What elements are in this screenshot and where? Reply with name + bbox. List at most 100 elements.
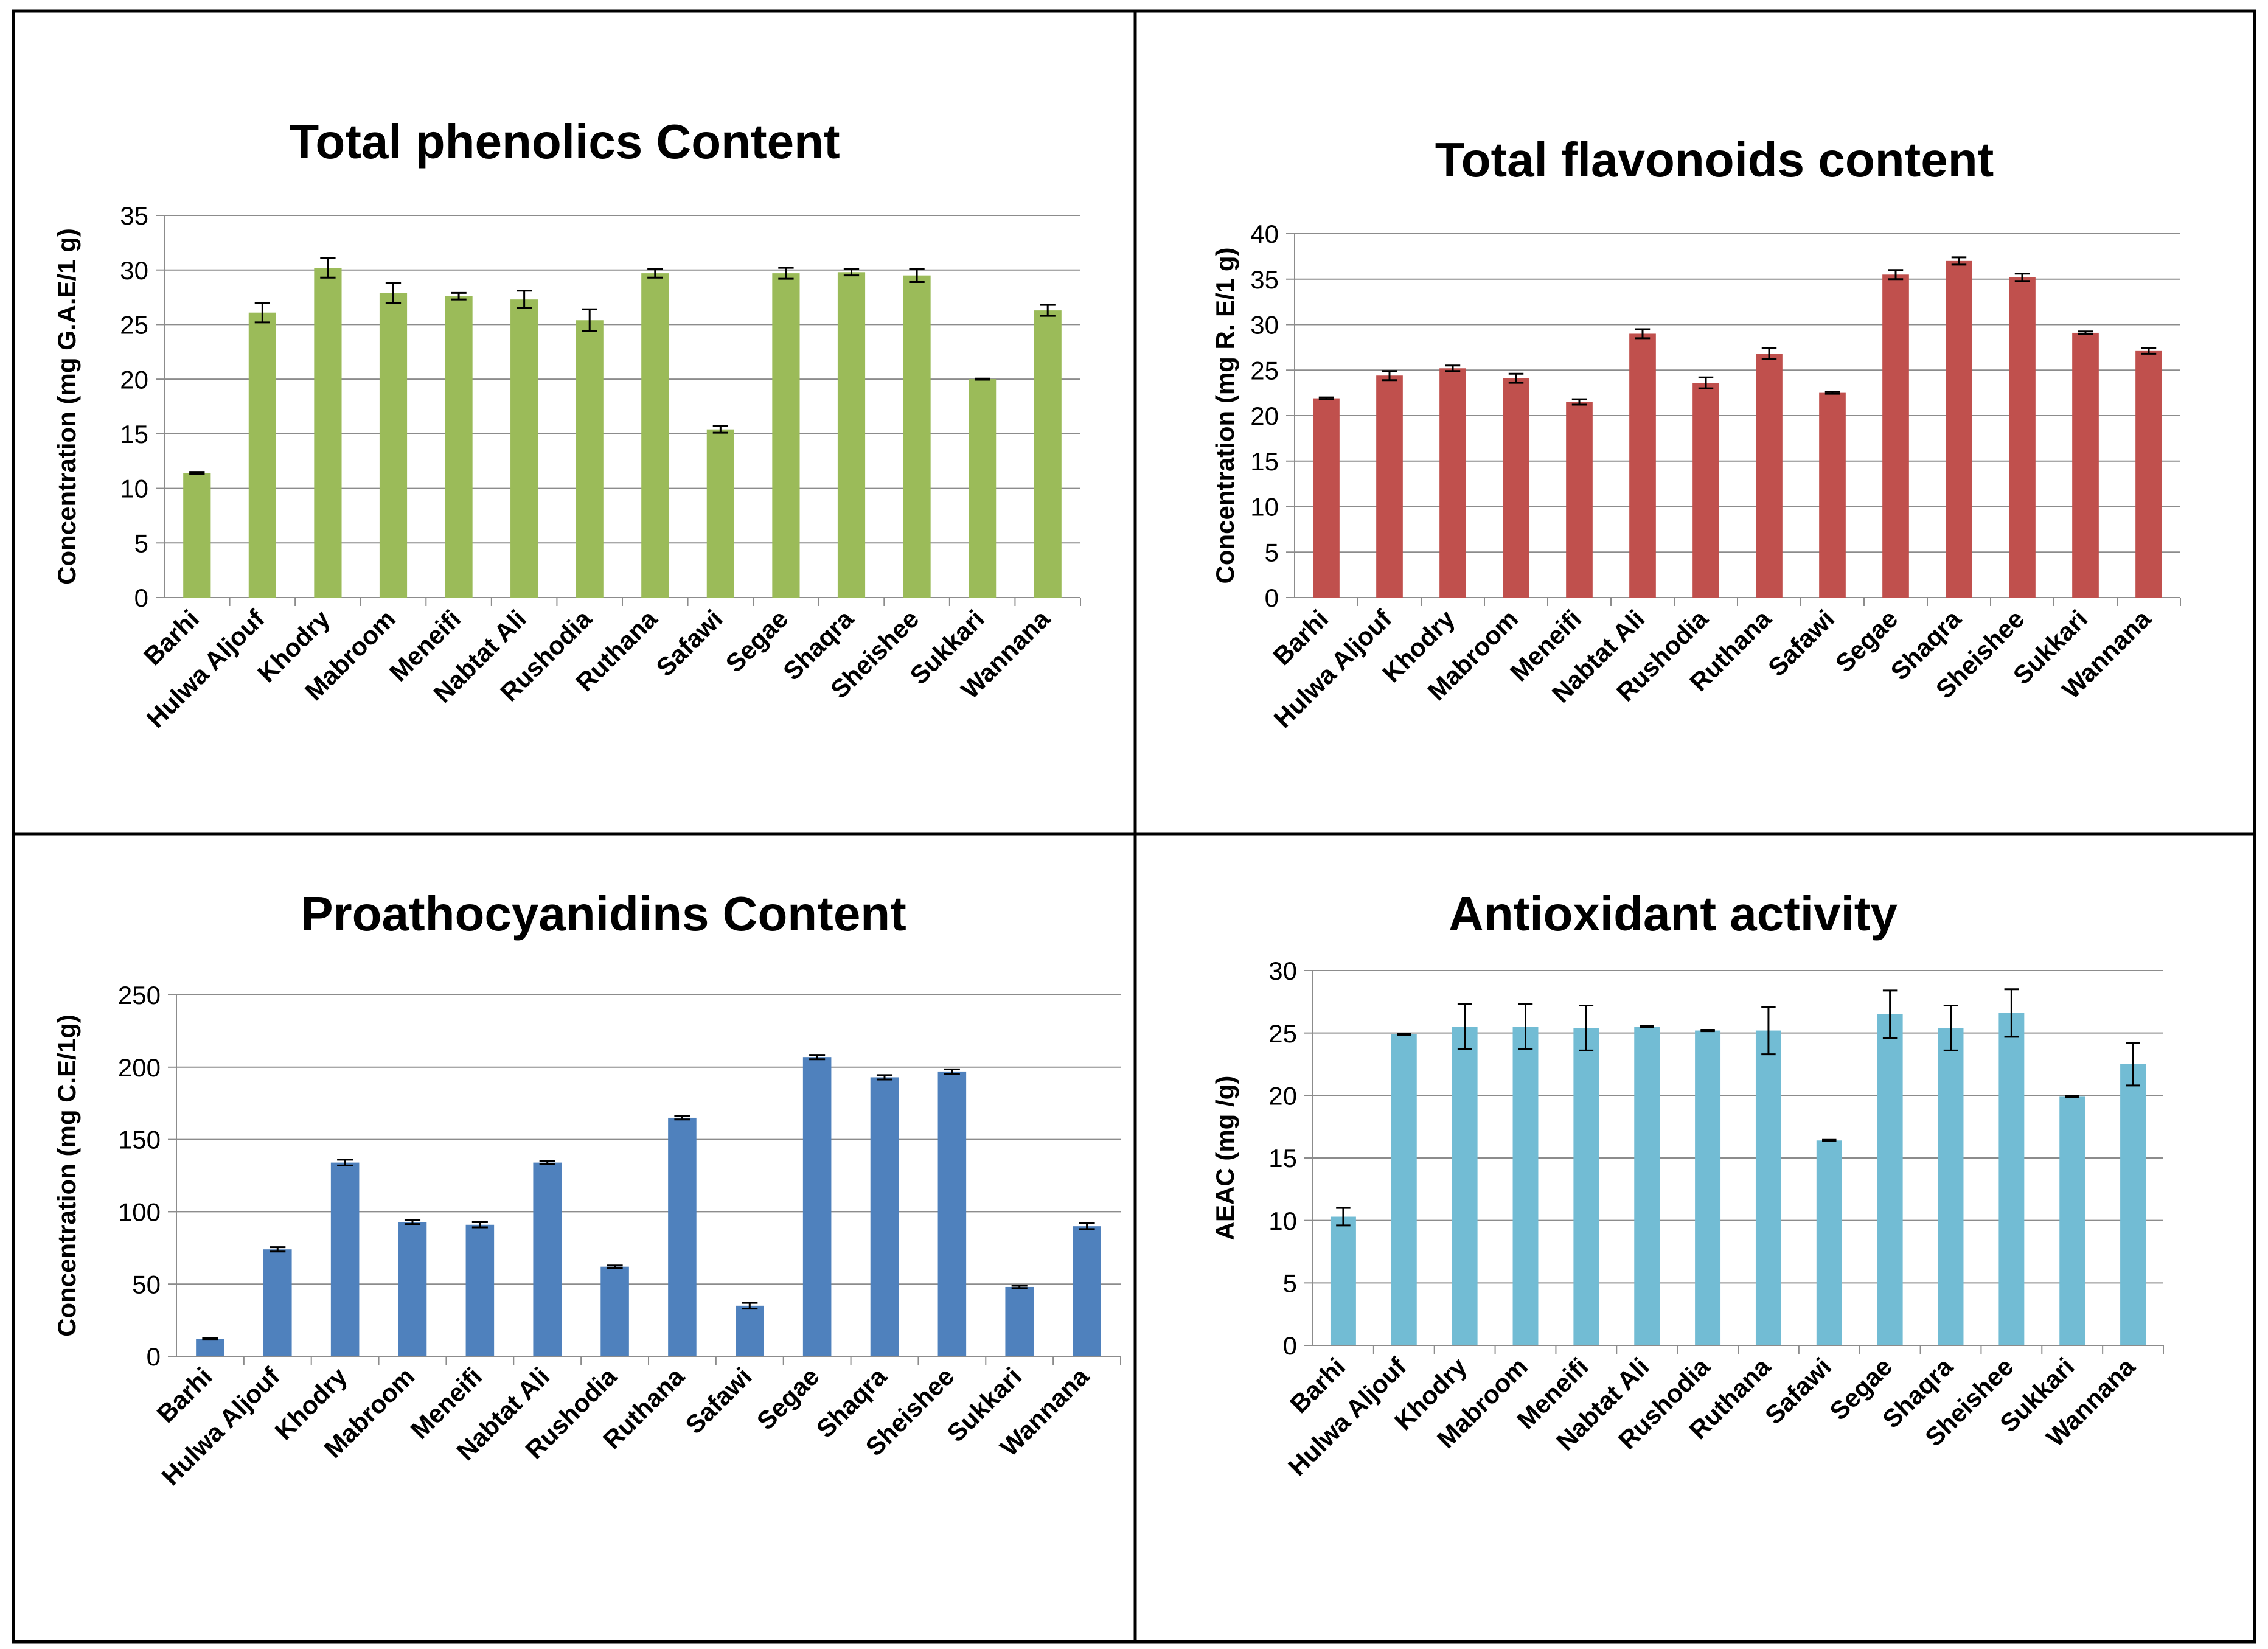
error-bar-wannana [1079,1222,1095,1230]
bar-meneifi [445,296,473,598]
error-bar-mabroom [1508,372,1524,384]
y-tick-label: 30 [1250,311,1279,340]
error-bar-nabtat-ali [1640,1025,1654,1028]
bar-series [183,268,1062,598]
bar-sheishee [937,1071,967,1356]
bar-hulwa-aljouf [263,1249,292,1356]
error-bar-barhi [1318,396,1334,400]
bar-hulwa-aljouf [248,312,276,598]
error-bar-ruthana [1761,347,1777,360]
bar-meneifi [465,1224,495,1356]
chart-title: Total flavonoids content [1435,133,1994,187]
bar-khodry [330,1162,360,1356]
chart-panel-antioxidant: Antioxidant activity 0 5 10 15 20 25 30 AEAC (mg… [1136,835,2253,1640]
error-bar-wannana [2141,347,2157,355]
bar-mabroom [1503,378,1529,598]
y-axis-label: AEAC (mg /g) [1211,1076,1239,1241]
bar-barhi [1313,398,1340,598]
bar-barhi [183,473,211,598]
x-tick-label: Hulwa Aljouf [156,1361,286,1491]
chart-panel-proanthocyanidins: Proathocyanidins Content 0 50 100 150 200 250 C… [15,835,1134,1640]
bar-mabroom [398,1222,427,1356]
y-axis-label: Concentration (mg R. E/1 g) [1211,247,1239,584]
bar-mabroom [1512,1027,1539,1345]
bar-shaqra [1938,1028,1964,1345]
bar-rushodia [576,320,604,598]
y-tick-label: 35 [1250,265,1279,294]
bar-nabtat-ali [533,1162,562,1356]
error-bar-safawi [1824,391,1840,395]
error-bar-segae [809,1054,826,1061]
y-tick-label: 15 [1268,1144,1297,1173]
error-bar-rushodia [582,308,597,332]
error-bar-shaqra [1943,1004,1958,1051]
y-tick-label: 20 [120,365,148,394]
bar-ruthana [1755,1030,1781,1345]
y-tick-label: 10 [1250,493,1279,521]
error-bar-ruthana [674,1115,690,1121]
y-tick-label: 5 [1265,538,1279,567]
bar-rushodia [600,1266,629,1356]
bar-wannana [1073,1226,1101,1356]
error-bar-safawi [712,425,729,434]
bar-nabtat-ali [1629,333,1656,598]
bar-safawi [736,1305,764,1356]
error-bar-meneifi [1571,398,1587,406]
y-tick-label: 35 [120,201,148,230]
chart-svg: Antioxidant activity 0 5 10 15 20 25 30 AEAC (mg… [1211,887,2164,1481]
chart-svg: Total flavonoids content 0 5 10 15 20 25 30 35 40… [1211,133,2181,733]
y-tick-label: 30 [1268,957,1297,985]
bar-hulwa-aljouf [1376,375,1403,598]
x-tick-label: Safawi [1759,1352,1837,1429]
error-bar-mabroom [1518,1003,1533,1050]
y-tick-label: 15 [1250,447,1279,476]
y-axis-label: Concentration (mg C.E/1g) [52,1014,81,1337]
error-bar-wannana [1040,304,1056,317]
error-bar-shaqra [876,1074,893,1081]
bar-segae [1877,1014,1903,1345]
error-bar-shaqra [843,268,860,277]
bar-khodry [314,268,342,598]
error-bar-sukkari [2078,330,2093,335]
error-bar-rushodia [607,1264,623,1269]
error-bar-segae [1882,989,1898,1039]
y-tick-label: 0 [147,1342,161,1371]
bar-ruthana [1756,354,1783,598]
error-bar-sheishee [2004,988,2019,1038]
bar-series [1313,260,2162,598]
bar-barhi [1330,1216,1356,1345]
chart-svg: Proathocyanidins Content 0 50 100 150 200 250 C… [52,887,1121,1491]
error-bar-mabroom [385,282,402,304]
error-bar-sheishee [944,1068,960,1075]
bar-shaqra [837,272,866,598]
error-bar-hulwa-aljouf [270,1246,286,1253]
bar-ruthana [641,273,669,598]
error-bar-safawi [742,1302,758,1310]
bar-wannana [1034,310,1062,598]
y-tick-label: 10 [1268,1207,1297,1235]
error-bar-hulwa-aljouf [254,302,271,324]
error-bar-hulwa-aljouf [1382,370,1397,382]
error-bar-safawi [1822,1138,1837,1142]
y-axis: 0 5 10 15 20 25 30 35 40 [1250,220,2180,612]
y-tick-label: 0 [134,584,148,612]
error-bar-rushodia [1698,376,1714,389]
bar-segae [1882,274,1909,598]
y-tick-label: 10 [120,475,148,503]
y-tick-label: 30 [120,256,148,285]
error-bar-sukkari [974,377,990,381]
chart-title: Proathocyanidins Content [301,887,906,941]
bar-sukkari [2059,1096,2085,1345]
error-bar-meneifi [451,291,467,301]
error-bar-khodry [337,1159,353,1166]
bar-khodry [1452,1027,1478,1345]
y-tick-label: 250 [118,981,161,1009]
bar-meneifi [1566,402,1593,598]
bar-sukkari [969,379,997,598]
bar-wannana [2120,1064,2146,1345]
error-bar-sheishee [909,268,925,283]
y-tick-label: 40 [1250,220,1279,248]
error-bar-barhi [1336,1207,1351,1227]
bar-series [1330,1013,2146,1345]
